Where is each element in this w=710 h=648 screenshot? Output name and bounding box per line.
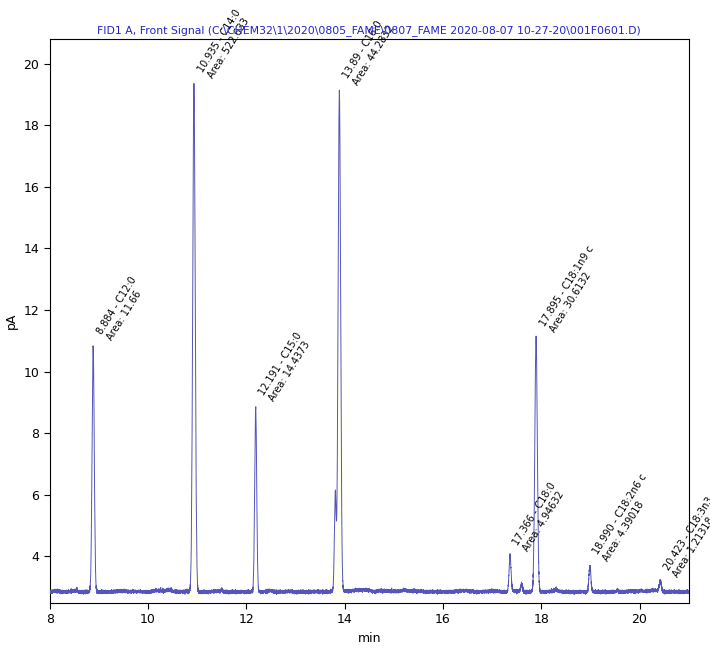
Text: 17.895 - C18:1n9 c
Area: 30.6132: 17.895 - C18:1n9 c Area: 30.6132 xyxy=(538,244,606,334)
Text: 12.191 - C15:0
Area: 14.4373: 12.191 - C15:0 Area: 14.4373 xyxy=(257,331,314,403)
Y-axis label: pA: pA xyxy=(5,312,18,329)
Text: 18.990 - C18:2n6 c
Area: 4.39018: 18.990 - C18:2n6 c Area: 4.39018 xyxy=(591,472,659,562)
Text: 13.89 - C16:0
Area: 44.2832: 13.89 - C16:0 Area: 44.2832 xyxy=(342,17,396,87)
Text: 17.366 - C18:0
Area: 4.94632: 17.366 - C18:0 Area: 4.94632 xyxy=(511,481,568,553)
Text: 8.884 - C12:0
Area: 11.66: 8.884 - C12:0 Area: 11.66 xyxy=(95,275,148,342)
Text: 20.423 - C18:3n3
Area: 1.21318: 20.423 - C18:3n3 Area: 1.21318 xyxy=(662,496,710,579)
Title: FID1 A, Front Signal (C:\CHEM32\1\2020\0805_FAME\0807_FAME 2020-08-07 10-27-20\0: FID1 A, Front Signal (C:\CHEM32\1\2020\0… xyxy=(97,25,641,36)
X-axis label: min: min xyxy=(357,632,381,645)
Text: 10.935 - C14:0
Area: 522.633: 10.935 - C14:0 Area: 522.633 xyxy=(196,8,252,80)
